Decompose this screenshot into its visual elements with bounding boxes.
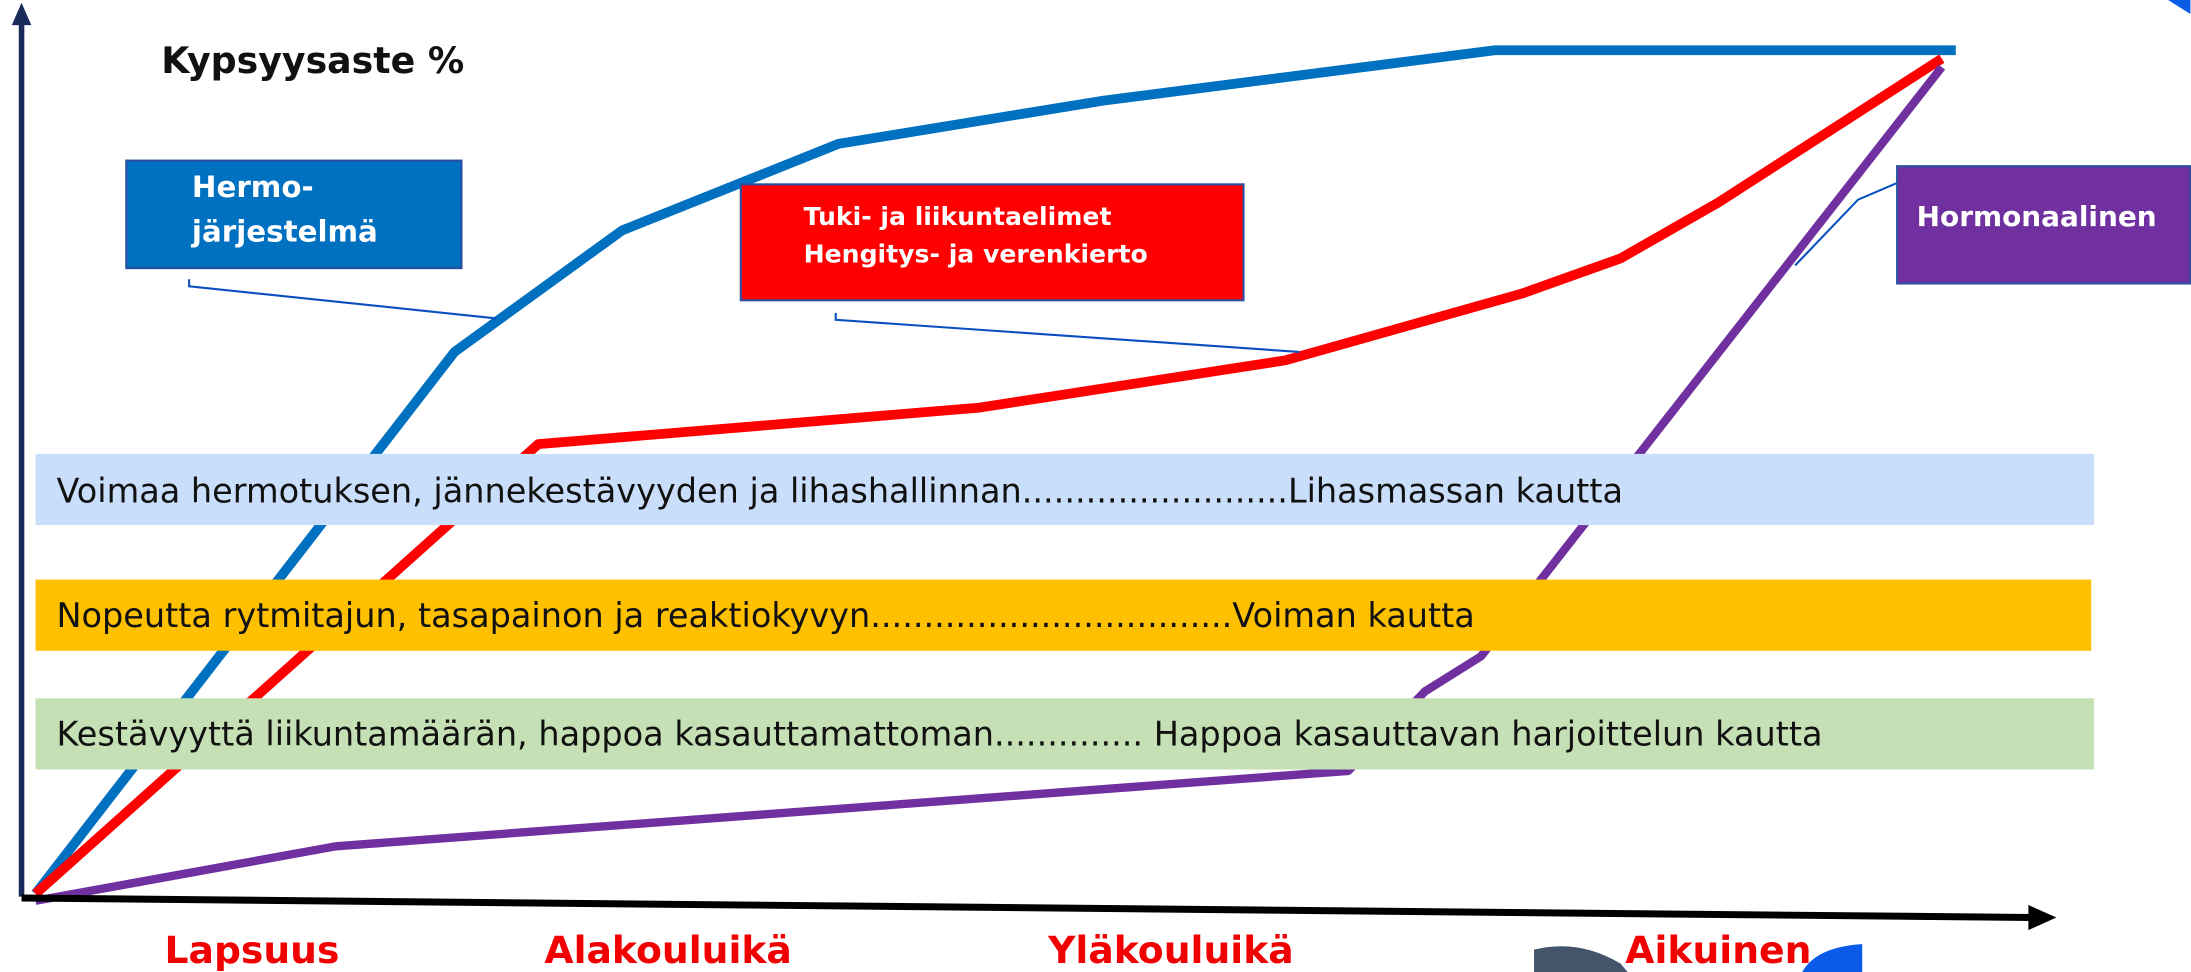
title: Kypsyysaste % (161, 39, 464, 82)
nervous-label: Hermo- (192, 170, 314, 204)
support-curve (32, 54, 1945, 898)
band (35, 453, 2095, 526)
x-axis-arrow (2028, 904, 2057, 931)
connector (188, 279, 497, 320)
stage-label: Alakouluikä (544, 928, 791, 972)
nervous-box (125, 159, 463, 270)
connector (834, 312, 1300, 353)
hormonal-box (1896, 165, 2191, 285)
decoration (1802, 944, 1863, 972)
connector (1794, 181, 1898, 267)
stage-label: Yläkouluikä (1047, 928, 1294, 972)
support-label: Tuki- ja liikuntaelimet (804, 202, 1112, 231)
stage-label: Lapsuus (165, 928, 340, 972)
support-box (739, 183, 1245, 302)
band (35, 579, 2092, 651)
stage-label: Aikuinen (1625, 928, 1811, 972)
band-text: Voimaa hermotuksen, jännekestävyyden ja … (56, 471, 1623, 510)
hormonal-label: Hormonaalinen (1917, 200, 2157, 233)
decoration (2168, 0, 2191, 14)
x-axis (21, 894, 2033, 922)
band-text: Nopeutta rytmitajun, tasapainon ja reakt… (56, 596, 1474, 635)
nervous-label: järjestelmä (191, 215, 378, 249)
support-label: Hengitys- ja verenkierto (804, 240, 1148, 269)
band-text: Kestävyyttä liikuntamäärän, happoa kasau… (56, 714, 1822, 753)
band (35, 698, 2095, 770)
y-axis-arrow (11, 2, 32, 26)
nervous-curve (31, 45, 1956, 897)
decoration (1534, 946, 1628, 972)
